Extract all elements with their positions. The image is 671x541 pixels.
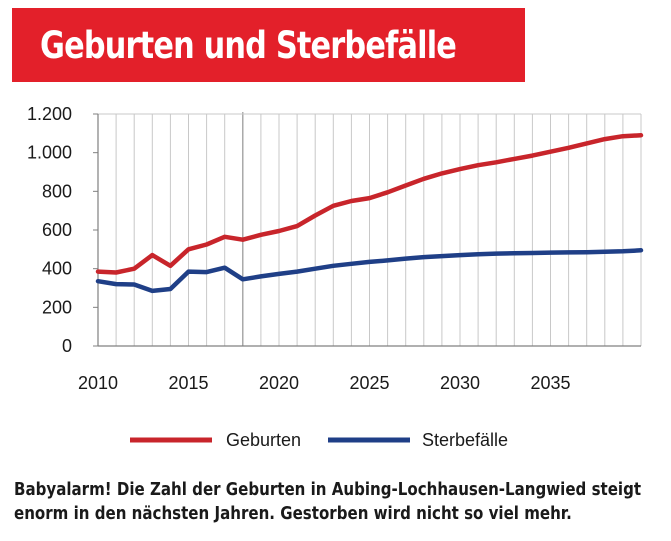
legend-label: Geburten [226, 430, 301, 450]
x-tick-label: 2030 [440, 373, 480, 393]
series-line-geburten [95, 133, 644, 275]
chart-legend: Geburten Sterbefälle [130, 430, 508, 450]
chart-grid [98, 112, 642, 346]
line-chart: 0 200 400 600 800 1.000 1.200 2010 2015 2020 2025… [27, 104, 644, 450]
x-tick-label: 2035 [530, 373, 570, 393]
y-axis-labels: 0 200 400 600 800 1.000 1.200 [27, 104, 72, 356]
x-tick-label: 2020 [259, 373, 299, 393]
caption-line-1: Babyalarm! Die Zahl der Geburten in Aubi… [14, 480, 642, 500]
y-tick-label: 1.000 [27, 143, 72, 163]
legend-label: Sterbefälle [422, 430, 508, 450]
y-tick-label: 1.200 [27, 104, 72, 124]
x-axis-labels: 2010 2015 2020 2025 2030 2035 [78, 373, 571, 393]
y-tick-label: 0 [62, 336, 72, 356]
y-tick-label: 800 [42, 181, 72, 201]
y-tick-label: 200 [42, 297, 72, 317]
title-banner: Geburten und Sterbefälle [12, 8, 525, 82]
y-tick-label: 400 [42, 259, 72, 279]
x-tick-label: 2010 [78, 373, 118, 393]
x-tick-label: 2025 [349, 373, 389, 393]
chart-axes [93, 113, 641, 347]
x-tick-label: 2015 [168, 373, 208, 393]
series-lines [95, 133, 644, 294]
caption-line-2: enorm in den nächsten Jahren. Gestorben … [14, 504, 572, 524]
chart-title: Geburten und Sterbefälle [40, 23, 457, 67]
caption: Babyalarm! Die Zahl der Geburten in Aubi… [14, 478, 664, 526]
series-line-sterbefaelle [95, 248, 644, 294]
y-tick-label: 600 [42, 220, 72, 240]
